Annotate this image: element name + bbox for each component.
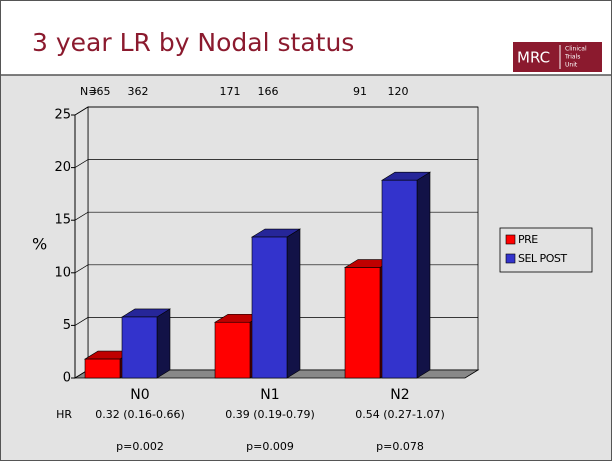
- header-bg: [0, 0, 612, 75]
- legend-label: SEL POST: [518, 252, 567, 265]
- hr-value: 0.54 (0.27-1.07): [355, 408, 445, 421]
- hr-label: HR: [56, 408, 72, 421]
- p-value: p=0.009: [246, 440, 294, 453]
- bar: [344, 267, 381, 379]
- p-value: p=0.078: [376, 440, 424, 453]
- chart-title: 3 year LR by Nodal status: [32, 28, 354, 57]
- bar: [251, 236, 288, 379]
- side-wall: [74, 106, 89, 379]
- grid-line: [74, 159, 478, 168]
- logo-name: MRC: [517, 49, 550, 67]
- n-count: 166: [258, 85, 279, 98]
- n-count: 171: [220, 85, 241, 98]
- y-tick-label: 10: [54, 265, 71, 280]
- n-count: 365: [90, 85, 111, 98]
- bar-side: [156, 308, 171, 379]
- grid-line: [74, 106, 478, 116]
- n-count: 91: [353, 85, 367, 98]
- legend-label: PRE: [518, 233, 538, 246]
- grid-line: [74, 264, 478, 274]
- bar: [214, 321, 251, 379]
- legend-box: [499, 227, 593, 273]
- logo-box: [513, 42, 602, 72]
- x-tick-label: N1: [260, 387, 279, 403]
- hr-value: 0.32 (0.16-0.66): [95, 408, 185, 421]
- logo-text: Trials: [564, 54, 580, 61]
- p-value: p=0.002: [116, 440, 164, 453]
- x-tick-label: N0: [130, 387, 149, 403]
- y-tick-label: 25: [54, 108, 71, 123]
- logo-text: Unit: [565, 62, 578, 69]
- bar: [381, 179, 418, 379]
- bar-side: [416, 171, 431, 379]
- y-tick-label: 5: [63, 318, 71, 333]
- legend-swatch: [505, 253, 516, 264]
- logo-text: Clinical: [565, 46, 587, 53]
- y-tick-label: 0: [63, 371, 71, 386]
- y-tick-label: 20: [54, 160, 71, 175]
- legend-swatch: [505, 234, 516, 245]
- bar-side: [286, 228, 301, 379]
- grid-line: [74, 211, 478, 221]
- y-axis-label: %: [32, 235, 47, 254]
- n-count: 120: [388, 85, 409, 98]
- y-tick-label: 15: [54, 213, 71, 228]
- n-count: 362: [128, 85, 149, 98]
- bar: [84, 358, 121, 379]
- n-label: N=: [80, 85, 97, 98]
- x-tick-label: N2: [390, 387, 409, 403]
- bar: [121, 316, 158, 379]
- hr-value: 0.39 (0.19-0.79): [225, 408, 315, 421]
